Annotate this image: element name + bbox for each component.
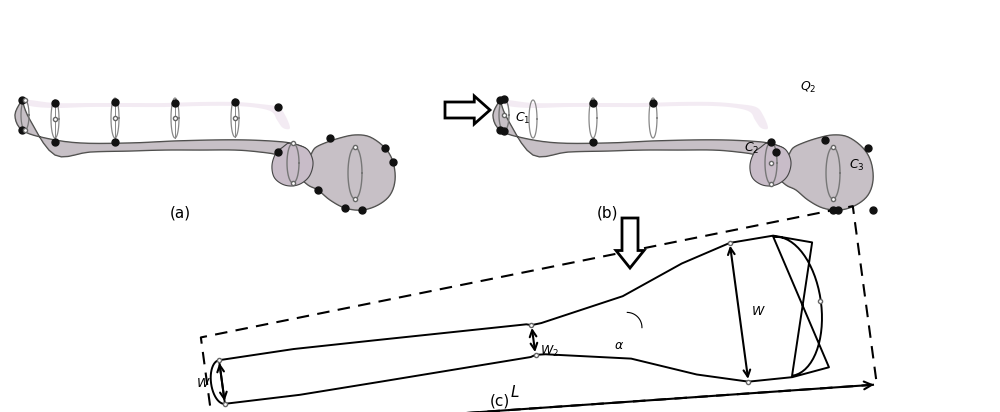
Text: (b): (b) <box>597 205 619 220</box>
Polygon shape <box>445 96 490 124</box>
Polygon shape <box>616 218 644 268</box>
Text: W: W <box>752 305 764 318</box>
Text: $C_1$: $C_1$ <box>515 110 530 126</box>
Polygon shape <box>21 100 290 129</box>
Polygon shape <box>499 100 768 129</box>
Polygon shape <box>493 98 873 210</box>
Polygon shape <box>15 98 395 210</box>
Text: α: α <box>615 339 623 352</box>
Polygon shape <box>493 98 873 210</box>
Polygon shape <box>15 98 395 210</box>
Polygon shape <box>15 98 395 210</box>
Text: L: L <box>511 384 519 400</box>
Polygon shape <box>750 143 791 186</box>
Text: (c): (c) <box>490 393 510 408</box>
Text: $W_2$: $W_2$ <box>540 344 559 359</box>
Polygon shape <box>272 143 313 186</box>
Text: $Q_2$: $Q_2$ <box>800 80 816 95</box>
Polygon shape <box>493 98 873 210</box>
Text: W: W <box>197 377 209 390</box>
Text: $C_2$: $C_2$ <box>744 140 759 156</box>
Text: (a): (a) <box>169 205 191 220</box>
Text: $C_3$: $C_3$ <box>849 157 865 173</box>
